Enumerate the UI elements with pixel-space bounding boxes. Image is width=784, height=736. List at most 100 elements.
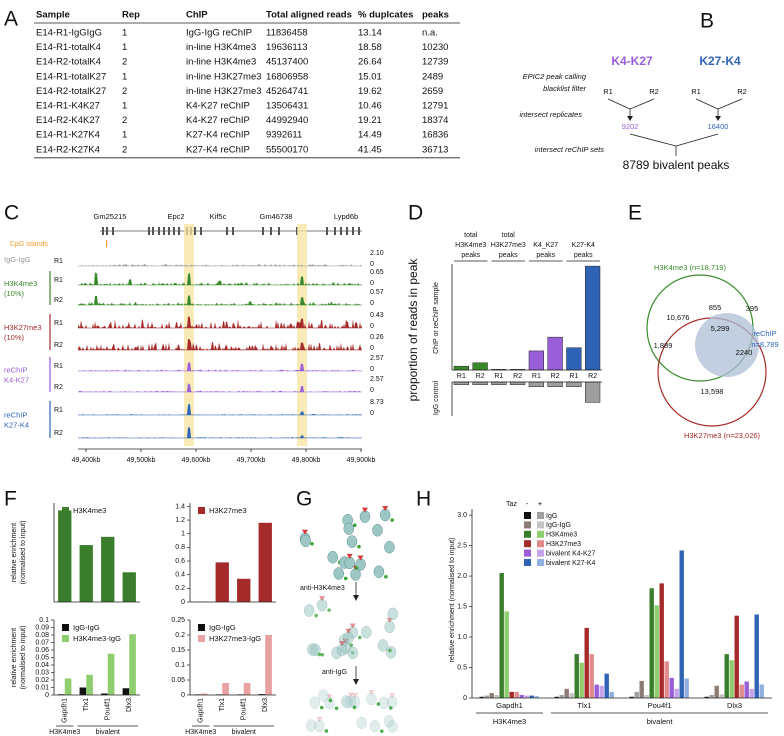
nucleosome bbox=[314, 719, 325, 733]
step-label: intersect reChIP sets bbox=[535, 145, 605, 154]
table-cell: 12791 bbox=[422, 101, 448, 112]
region-count: 5,299 bbox=[711, 324, 730, 333]
legend-swatch bbox=[198, 635, 205, 642]
legend-swatch bbox=[524, 540, 531, 548]
bar bbox=[484, 695, 489, 698]
bar bbox=[528, 350, 544, 371]
bar bbox=[79, 687, 87, 695]
x-tick-label: Dlx3 bbox=[262, 698, 269, 712]
bar bbox=[609, 691, 614, 698]
legend-label: H3K4me3 bbox=[546, 532, 577, 539]
track-group-label: H3K27me3 bbox=[4, 323, 42, 332]
bar bbox=[129, 634, 136, 695]
x-tick-label: R2 bbox=[588, 373, 597, 380]
mark-k4 bbox=[324, 729, 329, 733]
bar bbox=[258, 694, 266, 695]
table-cell: 1 bbox=[122, 71, 127, 82]
set-count: 16400 bbox=[708, 122, 729, 131]
step-label: blacklist filter bbox=[543, 84, 586, 93]
legend-swatch bbox=[524, 512, 531, 519]
exon bbox=[346, 227, 348, 235]
connector bbox=[675, 133, 719, 147]
table-cell: 44992940 bbox=[266, 115, 308, 126]
signal-track bbox=[78, 361, 362, 371]
arrowhead bbox=[353, 595, 359, 601]
table-cell: 26.64 bbox=[358, 57, 382, 68]
bar bbox=[719, 694, 724, 698]
group-label: H3K4me3 bbox=[455, 242, 486, 249]
signal-track bbox=[78, 383, 362, 392]
y-tick-label: 0.05 bbox=[35, 654, 49, 661]
bar bbox=[534, 696, 539, 698]
nucleosome bbox=[373, 565, 385, 579]
table-cell: 45137400 bbox=[266, 57, 308, 68]
x-tick-label: R1 bbox=[532, 373, 541, 380]
table-cell: 9392611 bbox=[266, 130, 302, 141]
exon bbox=[232, 227, 234, 235]
igg-bar bbox=[566, 381, 582, 388]
exon bbox=[163, 227, 165, 235]
bar bbox=[564, 688, 569, 698]
x-tick-label: 49,900kb bbox=[347, 457, 376, 464]
legend-swatch bbox=[524, 559, 531, 566]
bar bbox=[585, 265, 601, 371]
bar bbox=[664, 661, 669, 698]
bar bbox=[629, 696, 634, 698]
gene-name: Kif5c bbox=[210, 212, 227, 221]
bar bbox=[519, 694, 524, 698]
x-tick-label: Pou4f1 bbox=[241, 698, 248, 720]
bar bbox=[579, 662, 584, 698]
bar bbox=[729, 660, 734, 698]
region-count: 1,889 bbox=[654, 341, 673, 350]
bar bbox=[524, 695, 529, 698]
rep-label: R1 bbox=[54, 277, 63, 284]
rep-label: R1 bbox=[54, 363, 63, 370]
y-tick-label: 2.5 bbox=[457, 542, 467, 549]
y-tick-label: 0.4 bbox=[175, 572, 185, 579]
x-tick-label: Gapdh1 bbox=[496, 701, 523, 710]
legend-swatch bbox=[62, 635, 69, 642]
legend-label: IgG-IgG bbox=[546, 522, 571, 529]
track-group-label: H3K4me3 bbox=[4, 279, 37, 288]
gene-name: Lypd6b bbox=[334, 212, 358, 221]
bar bbox=[79, 545, 93, 602]
rep-label: R2 bbox=[54, 430, 63, 437]
nucleosome bbox=[384, 540, 395, 554]
cpg-label: CpG islands bbox=[10, 241, 49, 248]
mark-k4 bbox=[352, 523, 357, 528]
legend-title: Taz bbox=[506, 501, 517, 508]
bar bbox=[659, 583, 664, 698]
mark-k27 bbox=[351, 693, 358, 699]
rep-label: R1 bbox=[54, 320, 63, 327]
table-cell: K4-K27 reChIP bbox=[186, 101, 250, 112]
legend-swatch bbox=[537, 530, 544, 538]
nucleosome bbox=[303, 604, 315, 617]
legend-label: IgG-IgG bbox=[73, 623, 100, 632]
y-tick-label: 0 bbox=[181, 599, 185, 606]
x-tick-label: Gapdh1 bbox=[198, 698, 205, 723]
y-tick-label: 0.05 bbox=[171, 677, 185, 684]
legend-label: H3K27me3-IgG bbox=[209, 634, 261, 643]
bar bbox=[509, 691, 514, 698]
y-tick-label: 0.01 bbox=[35, 684, 49, 691]
table-cell: 11836458 bbox=[266, 28, 308, 39]
bar bbox=[499, 573, 504, 698]
x-tick-label: Gapdh1 bbox=[62, 698, 69, 723]
bar bbox=[744, 681, 749, 698]
mark-k4 bbox=[343, 576, 348, 581]
exon bbox=[173, 227, 175, 235]
bar bbox=[559, 694, 564, 698]
x-tick-label: Dlx3 bbox=[126, 698, 133, 712]
group-label: bivalent bbox=[96, 729, 120, 736]
nucleosome bbox=[307, 643, 318, 656]
table-cell: 14.49 bbox=[358, 130, 382, 141]
table-cell: IgG-IgG reChIP bbox=[186, 28, 252, 39]
venn-set bbox=[695, 313, 759, 377]
table-header: Rep bbox=[122, 10, 140, 21]
y-tick-label: 0.04 bbox=[35, 662, 49, 669]
table-header: peaks bbox=[422, 10, 449, 21]
bar bbox=[724, 654, 729, 698]
legend-swatch bbox=[537, 549, 544, 557]
bar bbox=[64, 678, 72, 695]
mark-k4 bbox=[388, 706, 393, 710]
